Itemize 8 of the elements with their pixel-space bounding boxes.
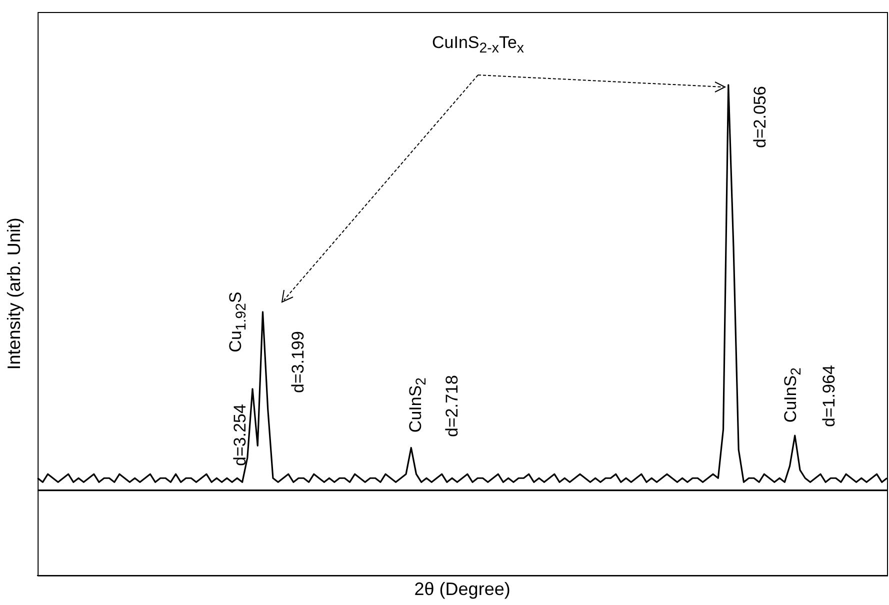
annotation: d=2.718 [442, 375, 462, 437]
annotation: d=3.254 [230, 404, 250, 466]
annotation: d=3.199 [288, 331, 308, 393]
annotation: d=2.056 [750, 86, 770, 148]
text: CuInS$_{2-x}$Te$_{x}$ [432, 33, 524, 57]
annotation: d=1.964 [820, 365, 838, 427]
x-axis-title: 2θ (Degree) [414, 579, 510, 600]
y-axis-title: Intensity (arb. Unit) [4, 218, 24, 370]
